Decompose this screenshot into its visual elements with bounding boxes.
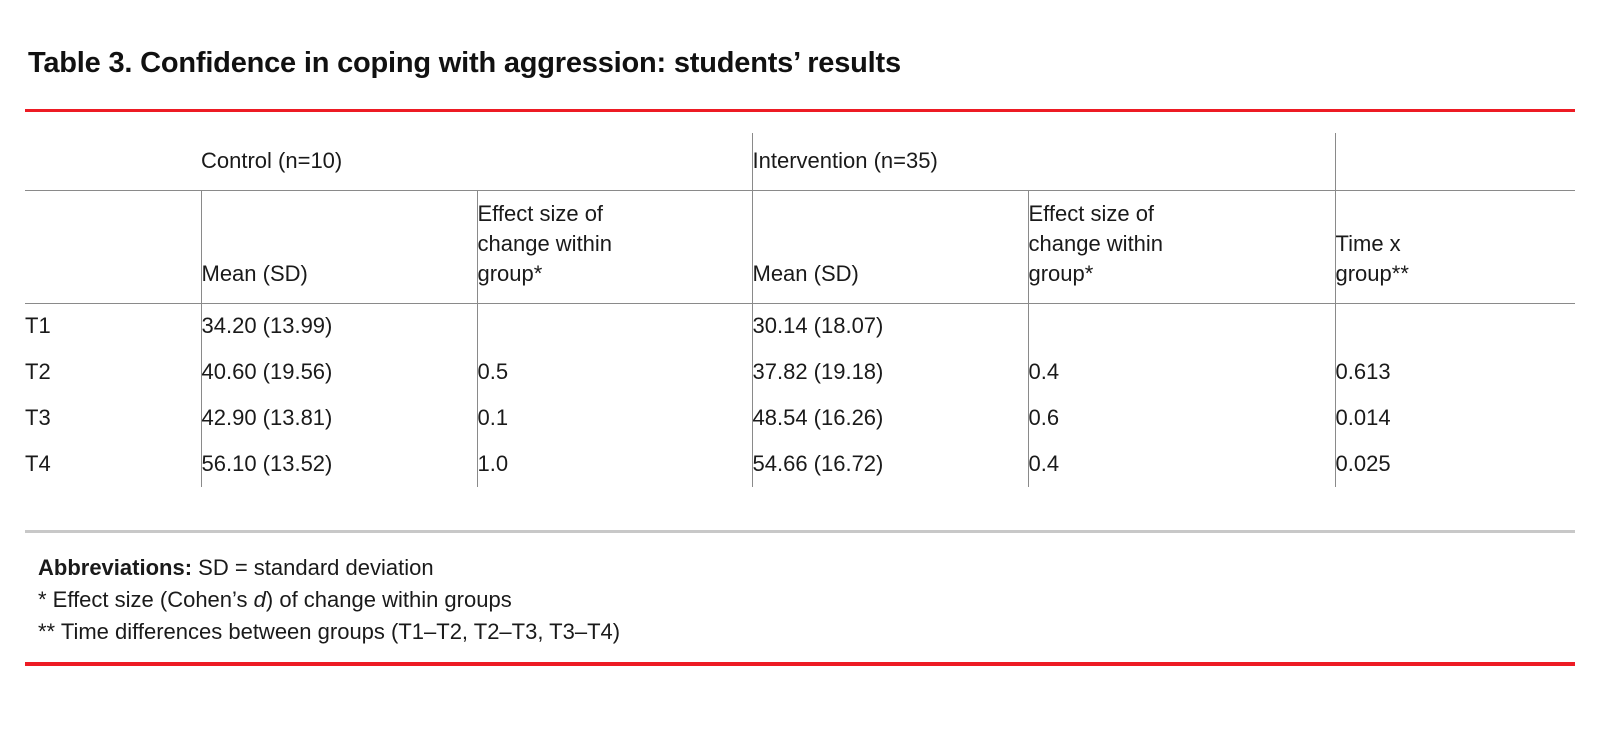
cell-t3-intervention-mean: 48.54 (16.26)	[751, 395, 1028, 441]
abbreviations-text: SD = standard deviation	[192, 555, 434, 580]
cell-t3-control-mean: 42.90 (13.81)	[200, 395, 477, 441]
top-red-rule	[25, 109, 1575, 112]
table-row-t2: T2 40.60 (19.56) 0.5 37.82 (19.18) 0.4 0…	[25, 349, 1575, 395]
column-header-control-effect: Effect size of change within group*	[476, 190, 752, 304]
cell-t2-label: T2	[25, 359, 51, 384]
footnote-effect-size: * Effect size (Cohen’s d) of change with…	[38, 584, 1575, 616]
footnote-separator-rule	[25, 530, 1575, 533]
table-row-t4: T4 56.10 (13.52) 1.0 54.66 (16.72) 0.4 0…	[25, 441, 1575, 487]
group-header-spacer	[25, 133, 201, 191]
cell-t4-time-x-group: 0.025	[1334, 441, 1575, 487]
cell-t4-control-mean: 56.10 (13.52)	[200, 441, 477, 487]
note1-prefix: * Effect size (Cohen’s	[38, 587, 254, 612]
group-header-intervention: Intervention (n=35)	[751, 133, 1335, 191]
cell-t4-label: T4	[25, 451, 51, 476]
column-header-intervention-effect-label: Effect size of change within group*	[1028, 200, 1164, 286]
group-header-last-spacer	[1334, 133, 1575, 191]
note1-cohens-d: d	[253, 587, 266, 612]
note1-suffix: ) of change within groups	[265, 587, 512, 612]
column-header-intervention-mean-label: Mean (SD)	[752, 260, 859, 286]
column-header-time-x-group-label: Time x group**	[1335, 230, 1409, 286]
cell-t1-time-x-group	[1334, 303, 1575, 349]
table-row-t3: T3 42.90 (13.81) 0.1 48.54 (16.26) 0.6 0…	[25, 395, 1575, 441]
cell-t3-control-effect: 0.1	[476, 395, 752, 441]
cell-t1-intervention-mean: 30.14 (18.07)	[751, 303, 1028, 349]
cell-t2-control-effect: 0.5	[476, 349, 752, 395]
cell-t3-time-x-group: 0.014	[1334, 395, 1575, 441]
cell-t4-control-effect: 1.0	[476, 441, 752, 487]
page: Table 3. Confidence in coping with aggre…	[0, 44, 1600, 666]
column-header-control-mean-label: Mean (SD)	[201, 260, 308, 286]
column-header-intervention-mean: Mean (SD)	[751, 190, 1028, 304]
column-header-control-effect-label: Effect size of change within group*	[477, 200, 613, 286]
footnote-time-differences: ** Time differences between groups (T1–T…	[38, 619, 621, 644]
cell-t2-intervention-effect: 0.4	[1027, 349, 1335, 395]
footnotes: Abbreviations: SD = standard deviation *…	[25, 552, 1575, 648]
cell-t2-control-mean: 40.60 (19.56)	[200, 349, 477, 395]
cell-t4-intervention-mean: 54.66 (16.72)	[751, 441, 1028, 487]
cell-t3-label: T3	[25, 405, 51, 430]
table-title: Table 3. Confidence in coping with aggre…	[28, 47, 901, 79]
column-header-control-mean: Mean (SD)	[200, 190, 477, 304]
column-header-time	[25, 190, 201, 304]
cell-t1-label: T1	[25, 313, 51, 339]
results-table: Control (n=10) Intervention (n=35) Mean …	[25, 133, 1575, 487]
cell-t4-intervention-effect: 0.4	[1027, 441, 1335, 487]
group-header-control: Control (n=10)	[201, 133, 752, 191]
table-row-t1: T1 34.20 (13.99) 30.14 (18.07)	[25, 303, 1575, 349]
cell-t2-intervention-mean: 37.82 (19.18)	[751, 349, 1028, 395]
cell-t1-intervention-effect	[1027, 303, 1335, 349]
bottom-red-rule	[25, 662, 1575, 666]
column-header-intervention-effect: Effect size of change within group*	[1027, 190, 1335, 304]
cell-t1-control-effect	[476, 303, 752, 349]
footnote-abbreviations: Abbreviations: SD = standard deviation	[38, 552, 1575, 584]
column-header-time-x-group: Time x group**	[1334, 190, 1575, 304]
group-header-row: Control (n=10) Intervention (n=35)	[25, 133, 1575, 191]
abbreviations-label: Abbreviations:	[38, 555, 193, 580]
cell-t2-time-x-group: 0.613	[1334, 349, 1575, 395]
cell-t3-intervention-effect: 0.6	[1027, 395, 1335, 441]
column-header-row: Mean (SD) Effect size of change within g…	[25, 190, 1575, 304]
cell-t1-control-mean: 34.20 (13.99)	[200, 303, 477, 349]
